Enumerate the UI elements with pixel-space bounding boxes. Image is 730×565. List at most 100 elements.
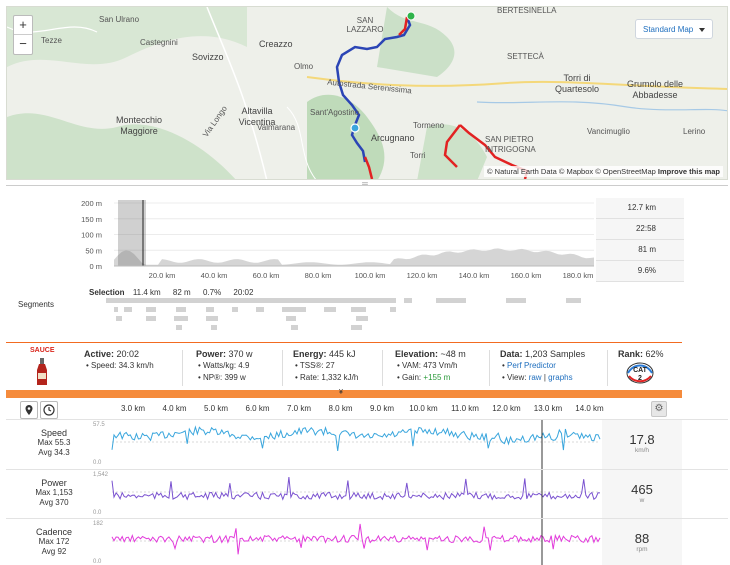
segment-bar[interactable] <box>176 325 182 330</box>
elevation-y-tick: 0 m <box>89 262 102 271</box>
distance-tick: 7.0 km <box>286 404 312 413</box>
active-label: Active: <box>84 349 115 359</box>
stream-graph[interactable] <box>6 420 728 469</box>
attribution-text: © Natural Earth Data © Mapbox © OpenStre… <box>487 167 656 176</box>
elevation-x-tick: 60.0 km <box>253 271 280 280</box>
elevation-y-tick: 150 m <box>81 215 102 224</box>
segment-bar[interactable] <box>116 316 122 321</box>
collapse-bar[interactable]: ¥ <box>6 389 682 398</box>
elevation-profile <box>114 248 594 266</box>
view-graphs-link[interactable]: graphs <box>548 373 573 382</box>
segment-bar[interactable] <box>286 316 296 321</box>
segment-bar[interactable] <box>206 307 214 312</box>
stat-grade: 9.6% <box>596 261 684 282</box>
segment-bar[interactable] <box>566 298 581 303</box>
view-raw-link[interactable]: raw <box>528 373 542 382</box>
segment-bar[interactable] <box>146 307 156 312</box>
map-terrain <box>7 7 727 179</box>
segment-bar[interactable] <box>282 307 306 312</box>
elevation-value: ~48 m <box>440 349 466 359</box>
stream-value-panel <box>602 470 682 519</box>
place-label: Tezze <box>41 36 62 45</box>
distance-tick: 3.0 km <box>120 404 146 413</box>
divider <box>489 350 490 386</box>
segment-bar[interactable] <box>356 316 368 321</box>
stream-row-speed: Speed Max 55.3 Avg 34.3 57.5 0.0 17.8 km/h <box>6 419 728 469</box>
segment-bar[interactable] <box>291 325 298 330</box>
distance-tick: 12.0 km <box>492 404 521 413</box>
segment-bar[interactable] <box>232 307 238 312</box>
selection-grade: 0.7% <box>202 288 222 297</box>
summary-elevation: Elevation: ~48 m • VAM: 473 Vm/h • Gain:… <box>395 348 466 384</box>
segment-bar[interactable] <box>351 325 362 330</box>
cat-badge-icon[interactable]: CAT 2 <box>626 361 654 385</box>
place-label: San Ulrano <box>99 15 140 24</box>
stream-graph[interactable] <box>6 519 728 565</box>
energy-value: 445 kJ <box>329 349 356 359</box>
zoom-out-button[interactable]: − <box>19 36 27 51</box>
segment-bar[interactable] <box>324 307 336 312</box>
stream-row-cadence: Cadence Max 172 Avg 92 182 0.0 88 rpm <box>6 518 728 565</box>
map-attribution: © Natural Earth Data © Mapbox © OpenStre… <box>484 166 723 177</box>
stream-avg: Avg 34.3 <box>38 448 70 457</box>
segment-bar[interactable] <box>114 307 118 312</box>
elevation-x-tick: 120.0 km <box>407 271 438 280</box>
stream-scale-top: 182 <box>93 521 104 527</box>
stream-scale-bottom: 0.0 <box>93 559 102 565</box>
segment-bar[interactable] <box>106 298 396 303</box>
stream-max: Max 1,153 <box>35 488 73 497</box>
stream-current-value: 17.8 km/h <box>602 432 682 454</box>
map-resize-handle[interactable]: ═ <box>362 179 368 188</box>
segment-bar[interactable] <box>206 316 218 321</box>
perf-predictor-link[interactable]: Perf Predictor <box>507 361 556 370</box>
segment-bar[interactable] <box>174 316 188 321</box>
stat-elevation: 81 m <box>596 240 684 261</box>
segment-bar[interactable] <box>124 307 132 312</box>
route-map[interactable]: Tezze San Ulrano Castegnini Sovizzo Crea… <box>6 6 728 180</box>
segment-bar[interactable] <box>436 298 466 303</box>
zoom-in-button[interactable]: + <box>14 16 32 35</box>
segment-bar[interactable] <box>146 316 156 321</box>
segment-bar[interactable] <box>390 307 396 312</box>
clock-button[interactable] <box>40 401 58 419</box>
improve-map-link[interactable]: Improve this map <box>657 167 720 176</box>
power-label: Power: <box>196 349 227 359</box>
place-label: SAN LAZZARO <box>346 16 384 34</box>
stream-avg: Avg 92 <box>41 547 67 556</box>
stream-label: Cadence Max 172 Avg 92 <box>6 527 102 557</box>
segment-bar[interactable] <box>506 298 526 303</box>
distance-tick: 5.0 km <box>203 404 229 413</box>
gain-value: +155 m <box>423 373 451 382</box>
map-style-value: Standard Map <box>643 25 694 34</box>
place-label: Arcugnano <box>371 133 415 143</box>
stream-name: Speed <box>40 428 68 438</box>
place-label: Montecchio Maggiore <box>115 115 163 136</box>
np-line: • NP®: 399 w <box>198 373 246 382</box>
selection-distance: 11.4 km <box>132 288 161 297</box>
segment-bar[interactable] <box>176 307 186 312</box>
elevation-chart[interactable]: 200 m 150 m 100 m 50 m 0 m 20.0 km 40.0 km 60.0… <box>6 186 728 341</box>
segment-bar[interactable] <box>211 325 217 330</box>
sauce-bottle-icon <box>37 358 47 385</box>
summary-data: Data: 1,203 Samples • Perf Predictor • V… <box>500 348 585 384</box>
stream-value-number: 17.8 <box>629 432 655 447</box>
stream-value-number: 88 <box>634 531 650 546</box>
tss-line: • TSS®: 27 <box>295 361 335 370</box>
bullet: • <box>502 361 505 370</box>
segment-bar[interactable] <box>351 307 366 312</box>
segment-bar[interactable] <box>256 307 264 312</box>
cat-number: 2 <box>638 375 642 382</box>
collapse-chevron-icon: ¥ <box>339 389 343 396</box>
segment-bar[interactable] <box>404 298 412 303</box>
cat-label: CAT <box>633 367 648 374</box>
selection-highlight[interactable] <box>118 200 146 266</box>
elevation-y-tick: 50 m <box>85 246 102 255</box>
pin-button[interactable] <box>20 401 38 419</box>
active-value: 20:02 <box>116 349 140 359</box>
stream-graph[interactable] <box>6 470 728 519</box>
divider <box>182 350 183 386</box>
vam-line: • VAM: 473 Vm/h <box>397 361 458 370</box>
stream-line <box>111 477 601 501</box>
map-style-select[interactable]: Standard Map <box>635 19 713 39</box>
settings-button[interactable]: ⚙ <box>651 401 667 417</box>
